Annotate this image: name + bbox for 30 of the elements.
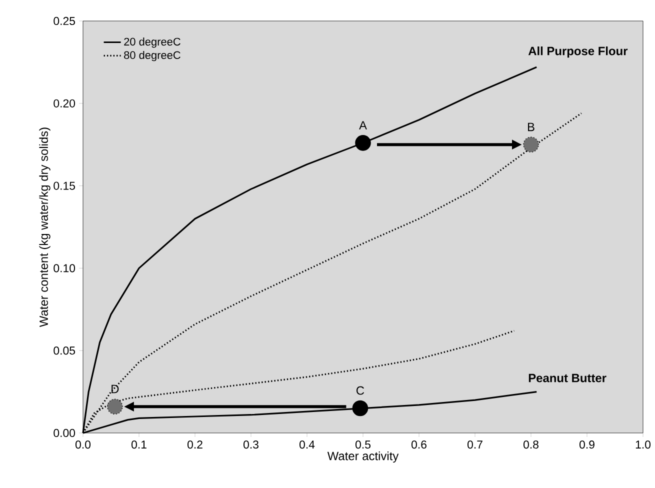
x-tick-label: 1.0	[636, 440, 651, 449]
x-tick-label: 0.7	[467, 440, 482, 449]
x-tick-label: 0.0	[75, 440, 91, 449]
annotation: Peanut Butter	[528, 374, 606, 382]
annotation: A	[359, 121, 367, 130]
y-tick-label: 0.20	[54, 99, 76, 108]
y-tick-label: 0.25	[54, 16, 76, 26]
x-tick-label: 0.3	[243, 440, 258, 449]
annotation: B	[528, 122, 534, 132]
point	[523, 136, 539, 152]
x-tick-label: 0.1	[131, 440, 146, 449]
point	[107, 398, 123, 415]
x-axis-title: Water activity	[327, 451, 399, 463]
x-tick-label: 0.8	[523, 440, 538, 449]
y-tick-label: 0.15	[54, 182, 76, 190]
x-tick-label: 0.4	[299, 440, 315, 449]
y-tick-label: 0.00	[54, 428, 76, 438]
x-tick-label: 0.9	[579, 440, 594, 449]
x-tick-label: 0.6	[411, 440, 426, 449]
y-axis-title: Water content (kg water/kg dry solids)	[39, 128, 50, 328]
point	[355, 135, 371, 151]
legend-label: 80 degreeC	[124, 50, 180, 62]
point	[352, 400, 368, 416]
annotation: C	[356, 386, 364, 395]
legend-label: 20 degreeC	[124, 38, 180, 48]
x-tick-label: 0.2	[188, 440, 202, 449]
y-tick-label: 0.05	[54, 346, 76, 355]
x-tick-label: 0.5	[355, 440, 370, 449]
annotation: All Purpose Flour	[528, 46, 628, 58]
y-tick-label: 0.10	[54, 264, 76, 272]
